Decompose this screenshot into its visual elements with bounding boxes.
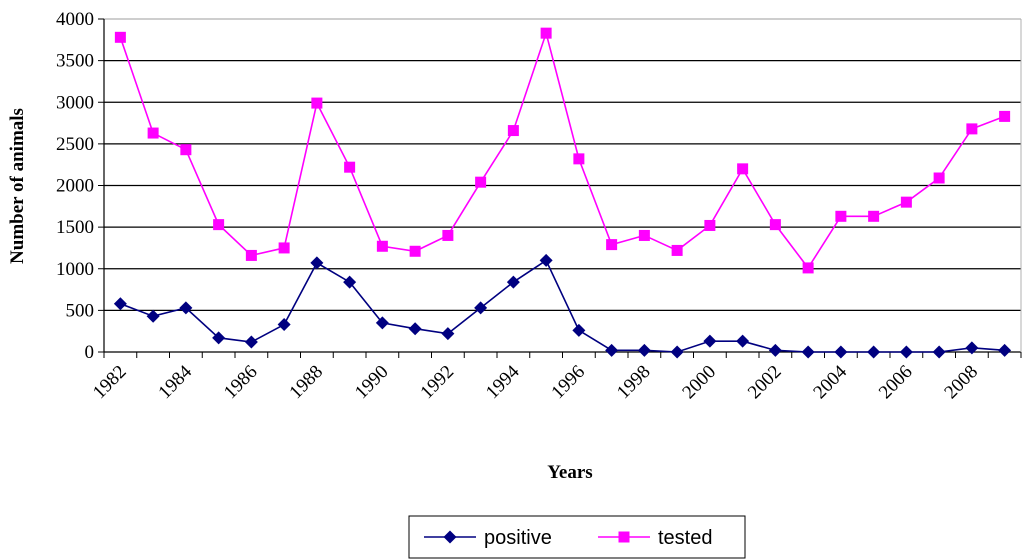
data-point-positive	[277, 318, 291, 332]
x-tick-label: 2008	[940, 361, 982, 403]
x-tick-label: 2000	[678, 361, 720, 403]
data-point-positive	[867, 345, 881, 359]
data-point-positive	[408, 322, 422, 336]
data-point-positive	[768, 343, 782, 357]
data-point-tested	[507, 125, 519, 137]
data-point-tested	[900, 196, 912, 208]
data-point-tested	[769, 219, 781, 231]
series-tested	[114, 27, 1011, 274]
x-tick-label: 2006	[875, 361, 917, 403]
data-point-positive	[637, 343, 651, 357]
data-point-positive	[572, 323, 586, 337]
data-point-positive	[736, 334, 750, 348]
data-point-tested	[999, 110, 1011, 122]
data-point-positive	[965, 341, 979, 355]
data-point-tested	[278, 242, 290, 254]
data-point-positive	[998, 343, 1012, 357]
series-line-tested	[119, 30, 1005, 270]
data-point-positive	[703, 334, 717, 348]
data-point-tested	[442, 229, 454, 241]
legend-label: positive	[484, 527, 552, 549]
x-tick-label: 1988	[285, 361, 327, 403]
y-tick-label: 1500	[56, 217, 94, 238]
data-point-positive	[113, 297, 127, 311]
x-tick-label: 1986	[220, 361, 262, 403]
data-point-tested	[311, 97, 323, 109]
legend-marker	[443, 530, 457, 544]
x-tick-label: 1994	[482, 361, 524, 403]
data-point-tested	[737, 163, 749, 175]
y-tick-label: 4000	[56, 9, 94, 30]
y-tick-label: 1000	[56, 259, 94, 280]
x-tick-label: 1982	[89, 361, 131, 403]
y-tick-label: 500	[66, 300, 95, 321]
data-point-tested	[409, 245, 421, 257]
legend: positive tested	[408, 515, 746, 559]
x-tick-label: 1998	[613, 361, 655, 403]
data-point-tested	[868, 210, 880, 222]
data-point-tested	[147, 127, 159, 139]
data-point-tested	[933, 172, 945, 184]
data-point-tested	[606, 239, 618, 251]
data-point-positive	[605, 343, 619, 357]
series-positive	[113, 253, 1012, 359]
data-point-tested	[180, 144, 192, 156]
y-axis-title: Number of animals	[7, 108, 28, 264]
x-tick-label: 1996	[547, 361, 589, 403]
data-point-positive	[932, 345, 946, 359]
data-point-tested	[475, 176, 487, 188]
data-point-positive	[834, 345, 848, 359]
data-point-tested	[835, 210, 847, 222]
legend-label: tested	[658, 527, 712, 549]
data-point-positive	[539, 253, 553, 267]
data-point-tested	[376, 240, 388, 252]
data-point-tested	[966, 123, 978, 135]
x-tick-label: 2004	[809, 361, 851, 403]
x-tick-label: 1992	[416, 361, 458, 403]
data-point-positive	[343, 275, 357, 289]
data-point-positive	[212, 331, 226, 345]
data-point-tested	[704, 219, 716, 231]
data-point-tested	[573, 153, 585, 165]
data-point-positive	[441, 327, 455, 341]
data-point-tested	[540, 27, 552, 39]
data-point-positive	[310, 256, 324, 270]
data-point-positive	[474, 301, 488, 315]
y-tick-label: 3500	[56, 51, 94, 72]
x-tick-label: 1984	[154, 361, 196, 403]
series-layer	[113, 27, 1012, 359]
gridlines	[104, 18, 1021, 311]
data-point-positive	[375, 316, 389, 330]
legend-item-positive: positive	[424, 527, 552, 549]
data-point-positive	[670, 345, 684, 359]
legend-item-tested: tested	[598, 527, 712, 549]
y-tick-label: 0	[85, 342, 95, 363]
data-point-tested	[638, 229, 650, 241]
y-tick-label: 3000	[56, 92, 94, 113]
data-point-tested	[213, 219, 225, 231]
x-axis-ticks: 1982 1984 1986 1988 1990 1992 1994 1996 1998 2000…	[89, 352, 1022, 403]
data-point-positive	[146, 309, 160, 323]
x-tick-label: 2002	[744, 361, 786, 403]
y-tick-label: 2500	[56, 134, 94, 155]
data-point-tested	[344, 161, 356, 173]
data-point-positive	[899, 345, 913, 359]
data-point-tested	[245, 249, 257, 261]
data-point-positive	[244, 335, 258, 349]
series-line-positive	[120, 259, 1005, 353]
y-tick-label: 2000	[56, 176, 94, 197]
x-tick-label: 1990	[351, 361, 393, 403]
data-point-tested	[114, 31, 126, 43]
x-axis-title: Years	[547, 462, 592, 483]
data-point-positive	[506, 275, 520, 289]
y-axis-ticks: 0 500 1000 1500 2000 2500 3000 3500 4000	[56, 9, 104, 363]
data-point-tested	[671, 244, 683, 256]
data-point-positive	[801, 345, 815, 359]
data-point-tested	[802, 262, 814, 274]
data-point-positive	[179, 301, 193, 315]
legend-marker	[618, 531, 630, 543]
